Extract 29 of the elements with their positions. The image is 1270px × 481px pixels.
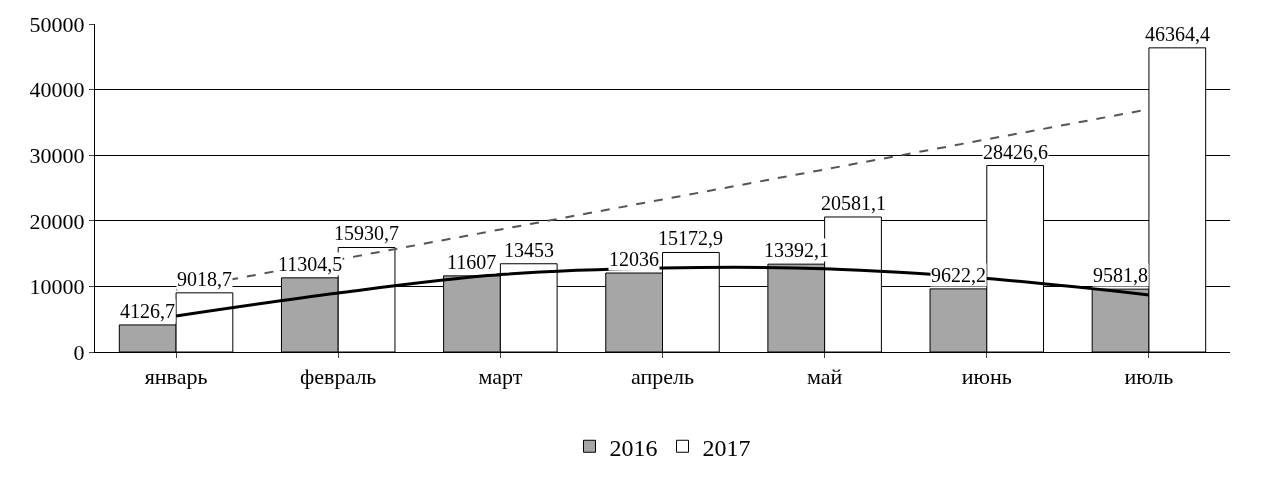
legend-label: 2017 [702,434,751,461]
data-label: 28426,6 [983,141,1048,163]
data-label: 12036 [609,248,659,270]
x-tick-label: март [478,364,523,390]
y-tick-label: 40000 [29,77,85,103]
data-label: 15930,7 [334,222,399,244]
data-label: 9622,2 [931,264,986,286]
data-label: 9018,7 [177,268,232,290]
y-tick-label: 30000 [29,142,85,168]
x-tick-label: апрель [630,364,695,390]
x-tick-label: январь [144,364,208,390]
x-tick-label: май [806,364,843,390]
data-label: 4126,7 [120,300,175,322]
x-tick-label: июнь [961,364,1012,390]
data-label: 9581,8 [1093,264,1148,286]
x-tick-label: июль [1124,364,1174,390]
y-tick-label: 0 [73,339,85,365]
data-label: 11607 [447,251,497,273]
y-tick-label: 50000 [29,11,85,37]
y-tick-label: 10000 [29,274,85,300]
data-label: 15172,9 [658,227,723,249]
data-label: 46364,4 [1145,23,1210,45]
legend-label: 2016 [609,434,658,461]
y-tick-label: 20000 [29,208,85,234]
data-label: 20581,1 [821,192,886,214]
data-label: 11304,5 [278,253,343,275]
data-label: 13392,1 [764,239,829,261]
data-label: 13453 [504,239,554,261]
x-tick-label: февраль [300,364,377,390]
